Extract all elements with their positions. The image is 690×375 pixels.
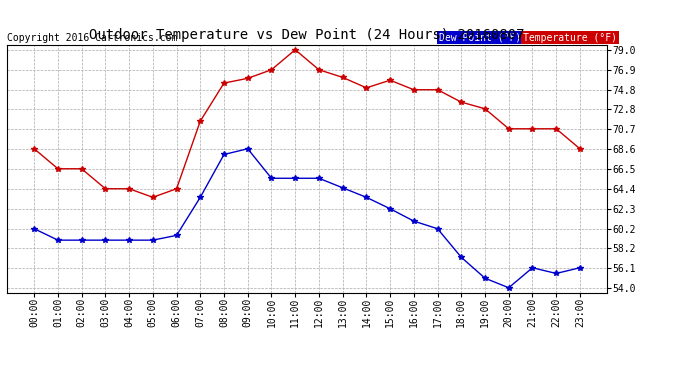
- Text: Dew Point (°F): Dew Point (°F): [439, 33, 522, 42]
- Text: Temperature (°F): Temperature (°F): [523, 33, 617, 42]
- Title: Outdoor Temperature vs Dew Point (24 Hours) 20160807: Outdoor Temperature vs Dew Point (24 Hou…: [89, 28, 525, 42]
- Text: Copyright 2016 Cartronics.com: Copyright 2016 Cartronics.com: [7, 33, 177, 42]
